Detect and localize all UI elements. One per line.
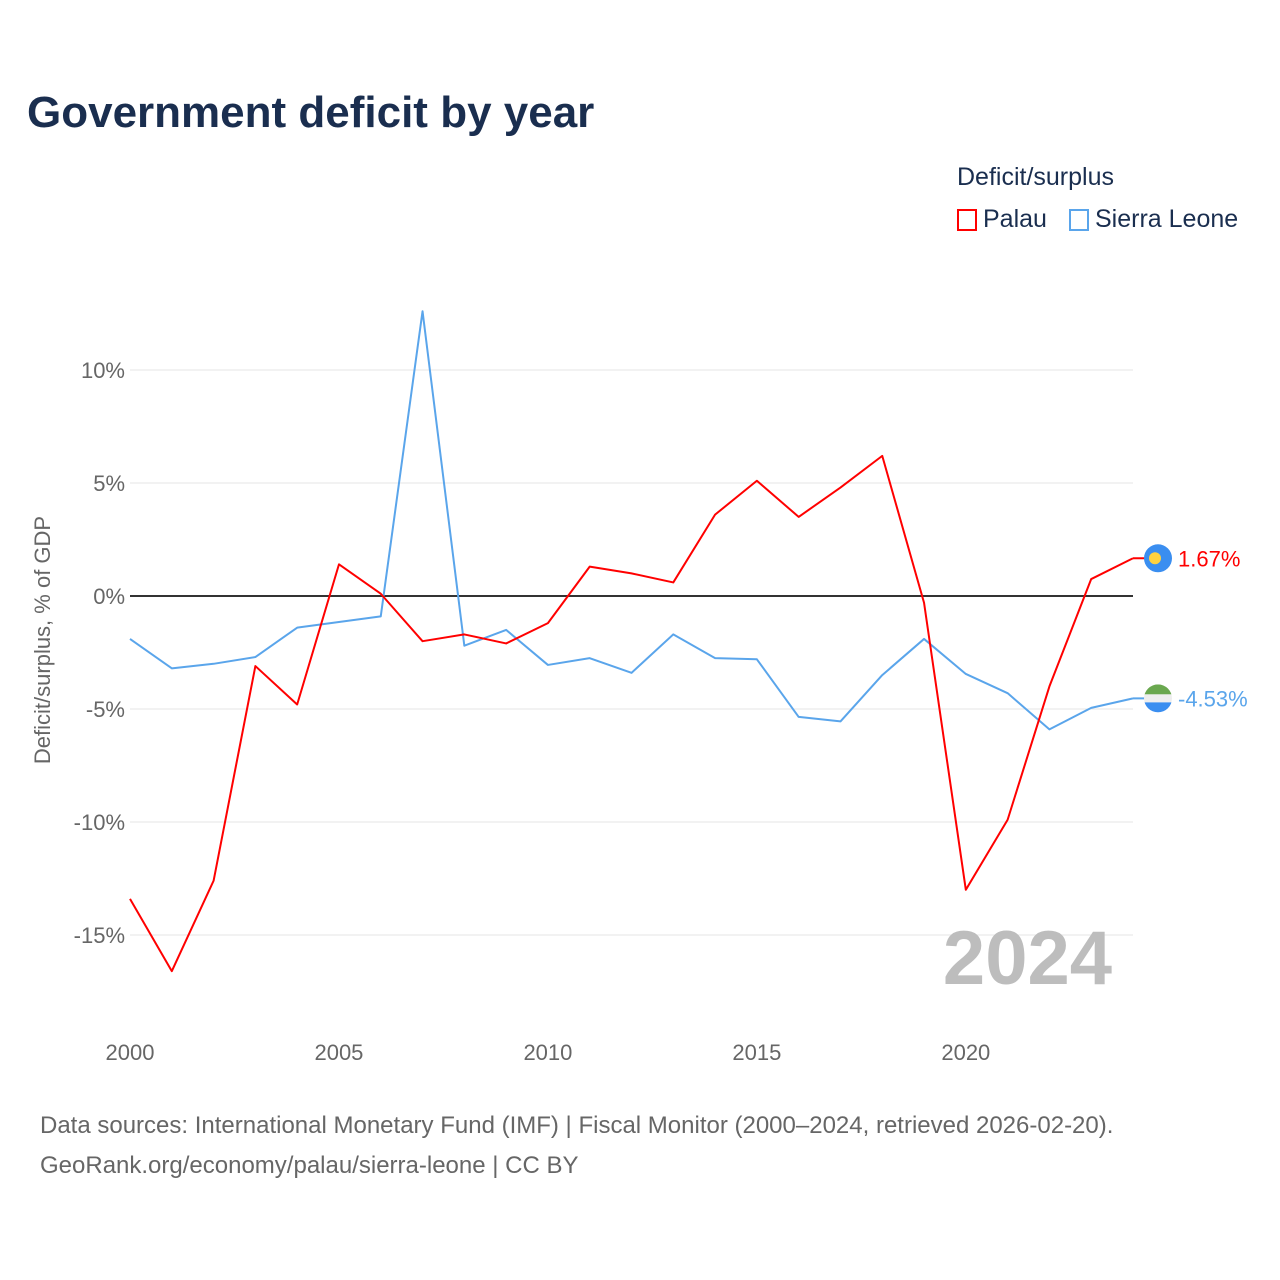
source-note: Data sources: International Monetary Fun… bbox=[40, 1106, 1113, 1186]
legend-item-sierra-leone[interactable]: Sierra Leone bbox=[1069, 205, 1238, 234]
legend-label-palau: Palau bbox=[983, 205, 1047, 233]
flag-icon-palau bbox=[1144, 544, 1172, 573]
y-tick-label: -5% bbox=[86, 697, 125, 722]
series-line-palau bbox=[129, 454, 1134, 973]
x-tick-label: 2000 bbox=[106, 1040, 155, 1065]
end-value-label: 1.67% bbox=[1178, 546, 1240, 571]
legend-title: Deficit/surplus bbox=[957, 163, 1114, 191]
chart-title: Government deficit by year bbox=[27, 88, 595, 137]
legend-swatch-sierra-leone bbox=[1069, 208, 1089, 231]
source-line-2[interactable]: GeoRank.org/economy/palau/sierra-leone |… bbox=[40, 1152, 579, 1179]
y-tick-label: -15% bbox=[74, 923, 125, 948]
flag-blue bbox=[1144, 702, 1172, 713]
x-tick-label: 2020 bbox=[941, 1040, 990, 1065]
x-tick-label: 2010 bbox=[523, 1040, 572, 1065]
series-line-sierra-leone bbox=[129, 310, 1134, 731]
legend-item-palau[interactable]: Palau bbox=[957, 205, 1047, 234]
y-tick-label: 5% bbox=[93, 471, 125, 496]
source-line-1[interactable]: Data sources: International Monetary Fun… bbox=[40, 1112, 1114, 1139]
y-tick-label: 0% bbox=[93, 584, 125, 609]
flag-white bbox=[1144, 694, 1172, 703]
legend-label-sierra-leone: Sierra Leone bbox=[1095, 205, 1239, 233]
x-tick-label: 2005 bbox=[314, 1040, 363, 1065]
y-tick-label: 10% bbox=[81, 358, 125, 383]
year-watermark: 2024 bbox=[943, 916, 1112, 1001]
x-tick-label: 2015 bbox=[732, 1040, 781, 1065]
end-value-label: -4.53% bbox=[1178, 686, 1248, 711]
legend-swatch-palau bbox=[957, 208, 977, 231]
y-axis-label: Deficit/surplus, % of GDP bbox=[30, 516, 55, 764]
flag-moon bbox=[1149, 552, 1161, 565]
flag-green bbox=[1144, 684, 1172, 695]
y-tick-label: -10% bbox=[74, 810, 125, 835]
flag-stripes bbox=[1144, 684, 1172, 713]
flag-icon-sierra-leone bbox=[1144, 684, 1172, 713]
